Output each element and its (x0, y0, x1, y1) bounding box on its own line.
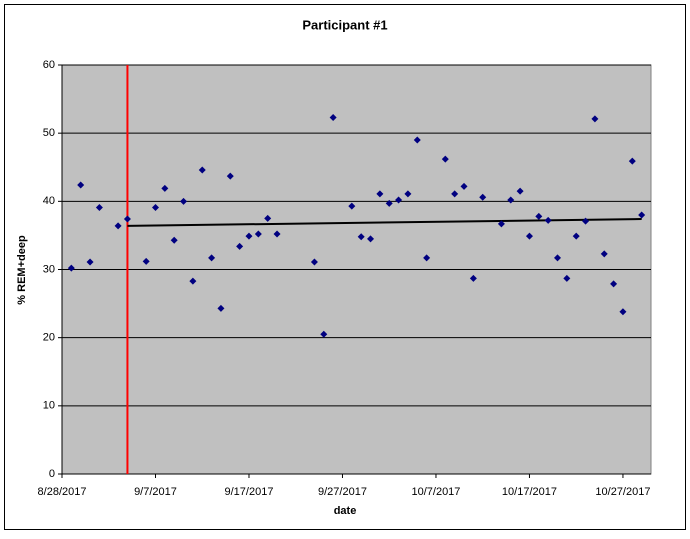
data-point (628, 157, 636, 165)
data-point (77, 181, 85, 189)
y-tick-label: 50 (43, 127, 55, 139)
data-point (95, 203, 103, 211)
data-point (582, 217, 590, 225)
x-axis-label: date (334, 505, 357, 517)
data-point (413, 136, 421, 144)
x-tick-label: 8/28/2017 (38, 486, 87, 498)
data-point (198, 166, 206, 174)
data-point (208, 254, 216, 262)
data-point (563, 274, 571, 282)
data-point (357, 233, 365, 241)
y-tick-label: 40 (43, 195, 55, 207)
data-point (554, 254, 562, 262)
data-point (525, 232, 533, 240)
data-point (236, 242, 244, 250)
data-point (460, 182, 468, 190)
data-point (114, 222, 122, 230)
x-tick-label: 10/17/2017 (502, 486, 557, 498)
data-point (151, 203, 159, 211)
data-point (189, 277, 197, 285)
data-point (376, 190, 384, 198)
data-point (310, 258, 318, 266)
data-point (451, 190, 459, 198)
data-point (423, 254, 431, 262)
data-point (497, 220, 505, 228)
data-point (273, 230, 281, 238)
data-point (591, 115, 599, 123)
data-point (404, 190, 412, 198)
data-point (264, 214, 272, 222)
data-point (348, 202, 356, 210)
data-point (610, 280, 618, 288)
trend-line (127, 218, 642, 227)
data-point (385, 199, 393, 207)
data-point (226, 172, 234, 180)
data-point (142, 257, 150, 265)
data-point (507, 196, 515, 204)
y-tick-label: 20 (43, 332, 55, 344)
y-tick-label: 0 (49, 468, 55, 480)
data-point (479, 193, 487, 201)
data-point (245, 232, 253, 240)
data-point (572, 232, 580, 240)
data-point (254, 230, 262, 238)
y-tick-label: 10 (43, 400, 55, 412)
data-point (329, 113, 337, 121)
data-point (395, 196, 403, 204)
chart-title: Participant #1 (302, 17, 387, 32)
data-point (367, 235, 375, 243)
data-point (638, 211, 646, 219)
x-tick-label: 10/7/2017 (411, 486, 460, 498)
data-point (516, 187, 524, 195)
data-point (320, 330, 328, 338)
data-point (67, 264, 75, 272)
y-tick-label: 60 (43, 59, 55, 71)
data-point (161, 184, 169, 192)
y-tick-label: 30 (43, 263, 55, 275)
x-tick-label: 9/17/2017 (225, 486, 274, 498)
data-point (180, 197, 188, 205)
data-point (123, 215, 131, 223)
data-point (619, 308, 627, 316)
x-tick-label: 10/27/2017 (595, 486, 650, 498)
x-tick-label: 9/27/2017 (318, 486, 367, 498)
data-point (86, 258, 94, 266)
x-tick-label: 9/7/2017 (134, 486, 177, 498)
data-point (535, 212, 543, 220)
data-point (170, 236, 178, 244)
data-point (544, 216, 552, 224)
y-axis-label: % REM+deep (16, 235, 28, 305)
data-point (469, 274, 477, 282)
data-point (217, 304, 225, 312)
data-point (441, 155, 449, 163)
data-point (600, 250, 608, 258)
